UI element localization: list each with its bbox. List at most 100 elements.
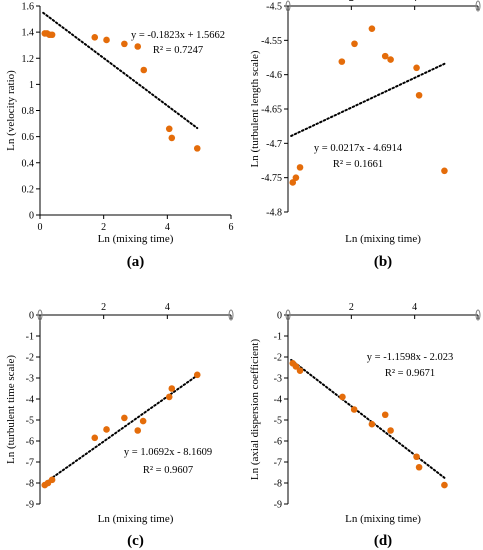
data-point <box>350 406 358 413</box>
y-tick-label: -7 <box>274 458 282 469</box>
y-tick-label: -4.8 <box>266 208 282 219</box>
data-point <box>165 393 173 401</box>
y-tick-label: -6 <box>26 437 34 448</box>
r-squared: R² = 0.9607 <box>143 465 193 476</box>
r-squared: R² = 0.7247 <box>153 45 203 56</box>
y-tick-label: -4.65 <box>261 105 282 116</box>
y-tick-label: -2 <box>26 353 34 364</box>
x-tick-label: 2 <box>101 222 106 233</box>
y-tick-label: 1.6 <box>22 2 35 13</box>
y-tick-label: -3 <box>274 374 282 385</box>
data-point <box>292 174 300 181</box>
data-point <box>134 43 142 50</box>
data-point <box>381 411 389 419</box>
data-point <box>387 427 394 434</box>
r-squared: R² = 0.1661 <box>333 159 383 170</box>
x-tick-label: 4 <box>412 302 417 313</box>
data-point <box>134 427 142 434</box>
y-axis-label: Ln (turbulent time scale) <box>5 355 17 464</box>
y-tick-label: -6 <box>274 437 282 448</box>
y-tick-label: -7 <box>26 458 34 469</box>
axis-end-marker <box>475 309 481 321</box>
data-point <box>289 179 297 186</box>
data-point <box>140 66 148 74</box>
y-tick-label: -4.6 <box>266 70 282 81</box>
data-point <box>296 367 304 374</box>
data-point <box>292 363 300 370</box>
y-tick-label: -1 <box>26 332 34 343</box>
y-axis-label: Ln (velocity ratio) <box>5 70 17 151</box>
y-tick-label: -5 <box>274 416 282 427</box>
x-tick-label: 2 <box>349 302 354 313</box>
r-squared: R² = 0.9671 <box>385 368 435 379</box>
y-tick-label: -4.55 <box>261 36 282 47</box>
panel-b: -4.8 -4.75 -4.7 -4.65 -4.6 -4.55 -4.5 2 4 y = 0.0… <box>249 0 481 270</box>
data-point <box>381 52 389 60</box>
y-tick-label: -9 <box>274 500 282 511</box>
y-axis-label: Ln (axial dispersion coefficient) <box>249 339 261 481</box>
y-tick-label: -1 <box>274 332 282 343</box>
data-point <box>103 426 110 433</box>
x-tick-label: 2 <box>101 302 106 313</box>
y-tick-label: -4.5 <box>266 2 282 13</box>
panel-caption: (c) <box>127 533 144 549</box>
y-tick-label: -3 <box>26 374 34 385</box>
data-point <box>368 420 376 428</box>
axis-end-marker <box>285 309 291 321</box>
y-tick-label: -5 <box>26 416 34 427</box>
x-axis-label: Ln (mixing time) <box>98 513 174 525</box>
y-tick-label: -8 <box>274 479 282 490</box>
y-tick-label: 0 <box>29 211 34 222</box>
x-axis-label: Ln (mixing time) <box>345 233 421 245</box>
trend-equation: y = -1.1598x - 2.023 <box>367 352 453 363</box>
panel-caption: (d) <box>374 533 392 549</box>
trend-equation: y = -0.1823x + 1.5662 <box>131 30 225 41</box>
y-tick-label: 0.8 <box>22 106 35 117</box>
x-tick-label: 0 <box>38 222 43 233</box>
y-tick-label: -8 <box>26 479 34 490</box>
y-tick-label: 1.4 <box>22 28 35 39</box>
y-tick-label: 1.2 <box>22 54 35 65</box>
panel-c: -9 -8 -7 -6 -5 -4 -3 -2 -1 0 2 4 y = 1.0692x - 8.160… <box>5 302 234 549</box>
y-tick-label: 0.6 <box>22 132 35 143</box>
y-tick-label: 0.2 <box>22 184 35 195</box>
data-point <box>339 393 346 401</box>
y-tick-label: -4.75 <box>261 173 282 184</box>
data-point <box>48 476 56 484</box>
data-point <box>103 36 110 44</box>
data-point <box>168 134 176 142</box>
data-point <box>139 417 147 425</box>
y-tick-label: 1 <box>29 80 34 91</box>
data-point <box>413 453 420 461</box>
data-point <box>91 34 99 41</box>
data-point <box>387 56 394 63</box>
x-tick-label: 2 <box>349 0 354 4</box>
y-tick-label: 0 <box>277 311 282 322</box>
y-tick-label: -4.7 <box>266 139 282 150</box>
trend-equation: y = 0.0217x - 4.6914 <box>314 143 403 154</box>
panel-a: 0 0.2 0.4 0.6 0.8 1 1.2 1.4 1.6 0 2 4 6 y = -0.1823x … <box>5 2 234 271</box>
data-point <box>415 463 423 471</box>
data-point <box>338 58 346 65</box>
data-point <box>168 385 176 392</box>
trendline <box>290 62 446 137</box>
y-tick-label: -4 <box>26 395 34 406</box>
x-tick-label: 4 <box>412 0 417 4</box>
x-tick-label: 6 <box>229 222 234 233</box>
data-point <box>91 434 99 442</box>
data-point <box>165 125 173 133</box>
trend-equation: y = 1.0692x - 8.1609 <box>124 447 212 458</box>
x-tick-label: 4 <box>165 222 170 233</box>
data-point <box>193 371 201 379</box>
trendline <box>42 11 199 130</box>
data-point <box>441 481 448 489</box>
data-point <box>413 64 420 72</box>
data-point <box>48 31 56 39</box>
data-point <box>121 414 128 422</box>
data-point <box>296 164 304 171</box>
panel-caption: (b) <box>374 254 392 270</box>
panel-caption: (a) <box>127 254 145 270</box>
y-tick-label: -2 <box>274 353 282 364</box>
y-tick-label: 0 <box>29 311 34 322</box>
